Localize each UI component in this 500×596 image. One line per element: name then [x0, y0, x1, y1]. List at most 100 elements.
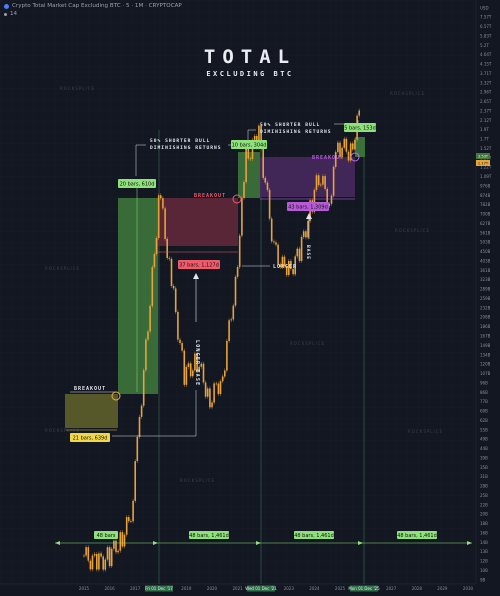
candle-body — [170, 258, 173, 286]
time-tick: 2016 — [105, 586, 116, 591]
price-tick: 167B — [480, 334, 491, 339]
candle-body — [249, 158, 252, 160]
candle-body — [164, 208, 166, 239]
candle-body — [162, 198, 164, 209]
price-tick: 450B — [480, 249, 491, 254]
candle-body — [198, 366, 200, 371]
candle-body — [98, 553, 100, 570]
price-tick: 2.37T — [480, 108, 492, 113]
time-highlight: Mon 01 Dec '25 — [348, 586, 380, 591]
price-tick: 232B — [480, 305, 491, 310]
candle-body — [177, 312, 179, 340]
current-price-badge: 1.17T — [476, 160, 490, 166]
breakout-label-3: BREAKOUT — [312, 155, 344, 161]
time-tick: 2030 — [463, 586, 474, 591]
candle-body — [172, 286, 175, 289]
price-tick: 134B — [480, 352, 491, 357]
candle-body — [136, 436, 139, 462]
price-tick: 13B — [480, 549, 488, 554]
shorter-bull-1-connector — [135, 144, 146, 176]
range-label-bull3: 5 bars, 153d — [344, 123, 376, 132]
candle-body — [302, 231, 305, 237]
watermark-text: ROCKSPLICE — [45, 428, 80, 433]
price-tick: 700B — [480, 212, 491, 217]
price-tick: 503B — [480, 240, 491, 245]
candle-body — [219, 381, 222, 394]
cycle-label-4: 48 bars, 1,461d — [397, 531, 437, 539]
candle-body — [337, 142, 339, 153]
longer-base-label: LONGER BASE — [194, 340, 200, 386]
price-tick: 2.65T — [480, 99, 492, 104]
candle-body — [217, 383, 220, 394]
symbol-title: Crypto Total Market Cap Excluding BTC · … — [12, 3, 182, 9]
candle-body — [85, 547, 87, 556]
candle-body — [100, 553, 102, 557]
time-tick: 2019 — [181, 586, 192, 591]
candle-body — [313, 189, 316, 212]
price-tick: 259B — [480, 296, 491, 301]
candle-body — [294, 256, 296, 275]
cycle-arrow-3 — [358, 541, 363, 545]
bull-zone-3 — [355, 137, 365, 157]
candle-body — [179, 339, 181, 343]
candle-body — [317, 175, 320, 186]
price-axis[interactable]: USD 7.57T 6.57T 5.83T 5.2T 4.64T 4.15T 3.71T 3.3… — [480, 5, 492, 582]
candle-body — [334, 152, 337, 167]
candle-body — [145, 339, 147, 371]
candle-body — [262, 148, 264, 178]
candle-body — [238, 235, 241, 268]
price-axis-bg[interactable] — [476, 0, 500, 596]
watermark-layer: ROCKSPLICE ROCKSPLICE ROCKSPLICE ROCKSPLICE… — [45, 86, 442, 483]
price-tick: 3.71T — [480, 71, 492, 76]
price-tick: 96B — [480, 380, 488, 385]
price-tick: 561B — [480, 230, 491, 235]
time-highlight-bg — [247, 585, 275, 592]
time-axis[interactable]: 2015201620172018201920202021202220232024… — [79, 585, 474, 592]
price-tick: 20B — [480, 512, 488, 517]
candle-body — [241, 198, 243, 236]
candle-body — [89, 560, 92, 570]
candle-body — [187, 363, 190, 367]
cycle-label-4-text: 48 bars, 1,461d — [397, 533, 437, 539]
candle-body — [343, 138, 346, 148]
candle-body — [354, 139, 356, 150]
candle-body — [153, 254, 156, 268]
indicator-row[interactable]: 14 — [4, 10, 474, 18]
cycle-label-3: 48 bars, 1,461d — [294, 531, 334, 539]
symbol-row[interactable]: Crypto Total Market Cap Excluding BTC · … — [4, 2, 474, 10]
time-highlight-bg — [145, 585, 173, 592]
cycle-arrow-2 — [256, 541, 261, 545]
price-tick: 976B — [480, 184, 491, 189]
candle-body — [300, 237, 303, 261]
candle-body — [330, 195, 333, 204]
price-tick: 14B — [480, 540, 488, 545]
candle-body — [228, 320, 230, 341]
price-tick: 361B — [480, 268, 491, 273]
base-zone-2 — [158, 198, 238, 246]
breakout-marker-2 — [232, 194, 242, 204]
bull-zone-2 — [238, 152, 260, 198]
range-label-bull1: 20 bars, 610d — [118, 179, 156, 188]
watermark-text: ROCKSPLICE — [180, 478, 215, 483]
breakout-marker-3 — [350, 152, 360, 162]
candle-body — [264, 177, 267, 183]
price-tick: 62B — [480, 418, 488, 423]
range-label-bull2: 10 bars, 304d — [231, 140, 267, 149]
candle-body — [151, 267, 154, 307]
chart-header: Crypto Total Market Cap Excluding BTC · … — [4, 2, 474, 24]
price-tick: 403B — [480, 259, 491, 264]
range-label-base3: 43 bars, 1,309d — [287, 202, 329, 211]
price-tick: 120B — [480, 362, 491, 367]
cycle-label-1: 48 bars — [94, 531, 118, 539]
price-tick: 12B — [480, 559, 488, 564]
candle-body — [322, 176, 324, 185]
candle-body — [104, 559, 107, 570]
price-tick: 7.57T — [480, 15, 492, 20]
candle-body — [292, 268, 294, 275]
price-tick: 2.96T — [480, 90, 492, 95]
candle-body — [202, 363, 205, 383]
candle-body — [196, 353, 198, 371]
price-tick: 10B — [480, 568, 488, 573]
price-tick: 1.52T — [480, 146, 492, 151]
